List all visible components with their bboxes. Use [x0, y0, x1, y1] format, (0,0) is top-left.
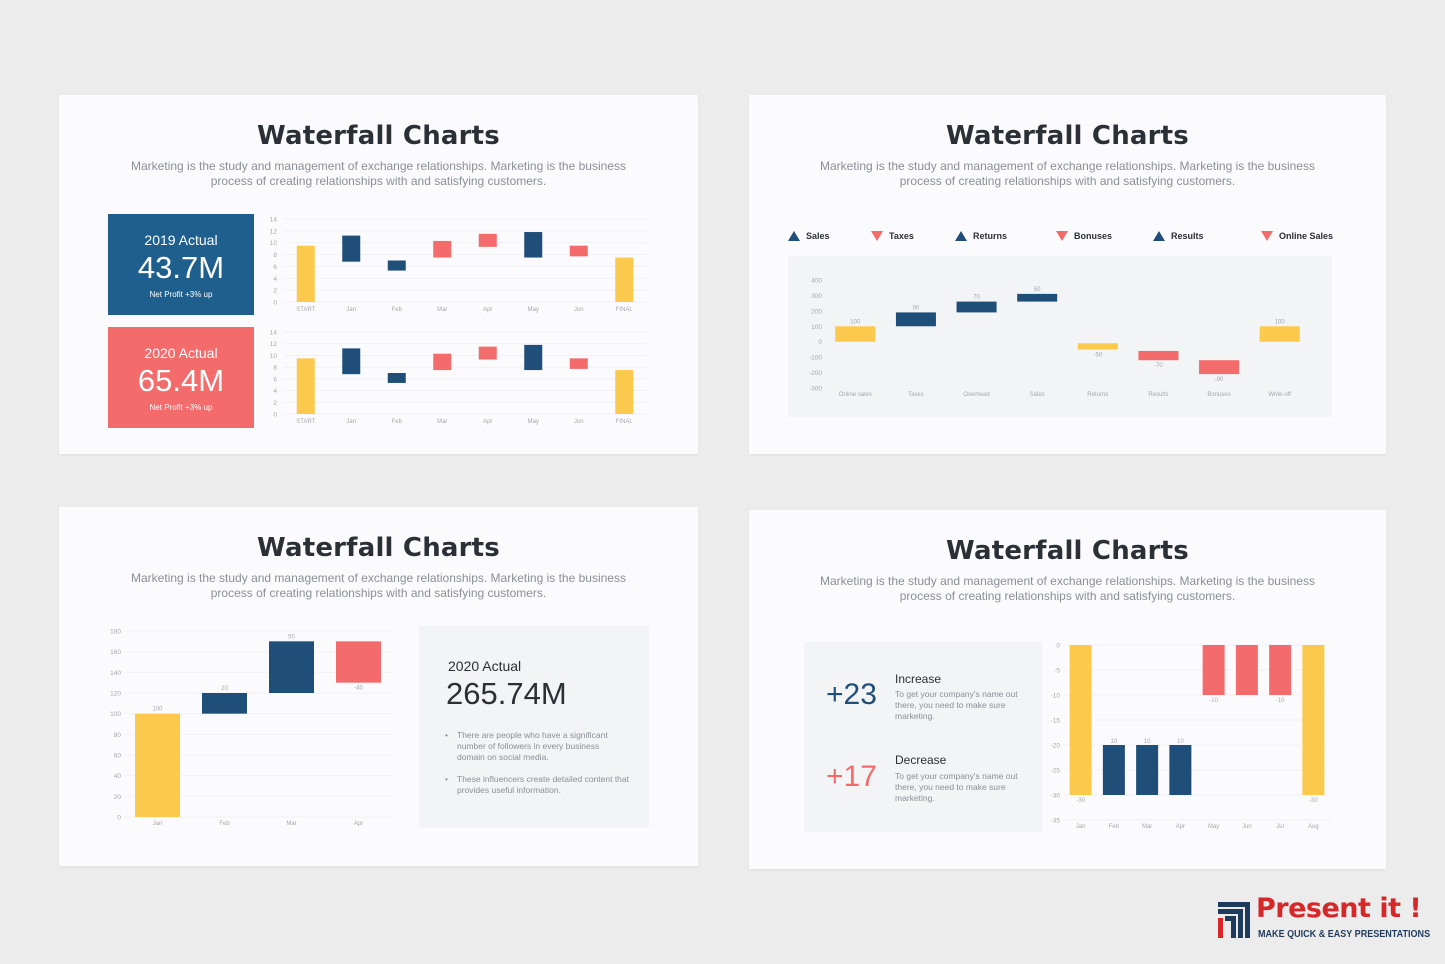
slide-subtitle: Marketing is the study and management of…: [129, 571, 628, 600]
triangle-down-icon: [871, 231, 883, 241]
kpi-value: 43.7M: [137, 250, 225, 285]
bullet-item: These influencers create detailed conten…: [445, 774, 629, 796]
kpi-subtext: Net Profit +3% up: [149, 290, 213, 299]
slide-subtitle: Marketing is the study and management of…: [819, 574, 1316, 603]
subtitle-line: process of creating relationships with a…: [210, 173, 547, 188]
slide-title: Waterfall Charts: [946, 536, 1189, 566]
legend-label: Bonuses: [1074, 231, 1113, 241]
decrease-title: Decrease: [895, 753, 947, 767]
legend-label: Online Sales: [1279, 231, 1334, 241]
legend-label: Taxes: [889, 231, 914, 241]
triangle-up-icon: [955, 231, 967, 241]
summary-panel: 2020 Actual 265.74M There are people who…: [419, 626, 649, 828]
subtitle-line: process of creating relationships with a…: [210, 585, 547, 600]
triangle-up-icon: [1153, 231, 1165, 241]
subtitle-line: process of creating relationships with a…: [899, 173, 1236, 188]
legend-item-bonuses: Bonuses: [1056, 231, 1112, 241]
legend-label: Sales: [806, 231, 830, 241]
legend-item-returns: Returns: [955, 231, 1007, 241]
increase-description: To get your company's name out there, yo…: [895, 689, 1018, 721]
slide-card-3: Waterfall Charts Marketing is the study …: [59, 507, 698, 866]
kpi-label: 2020 Actual: [144, 345, 218, 361]
kpi-subtext: Net Profit +3% up: [149, 403, 213, 412]
bullet-item: There are people who have a significant …: [445, 730, 627, 763]
triangle-down-icon: [1056, 231, 1068, 241]
kpi-card-2020: 2020 Actual 65.4M Net Profit +3% up: [108, 327, 254, 428]
panel-value: 265.74M: [446, 676, 567, 711]
panel-label: 2020 Actual: [448, 658, 522, 674]
brand-logo: Present it ! MAKE QUICK & EASY PRESENTAT…: [1216, 893, 1430, 944]
slide-subtitle: Marketing is the study and management of…: [129, 159, 628, 188]
slide-card-2: Waterfall Charts Marketing is the study …: [749, 95, 1386, 454]
bar-chart-logo-icon: [1218, 902, 1250, 938]
kpi-label: 2019 Actual: [144, 232, 218, 248]
legend-label: Returns: [973, 231, 1008, 241]
subtitle-line: Marketing is the study and management of…: [131, 571, 626, 585]
slide-title: Waterfall Charts: [257, 121, 500, 151]
legend-item-sales: Sales: [788, 231, 830, 241]
brand-name: Present it !: [1256, 893, 1422, 924]
slide-title: Waterfall Charts: [257, 533, 500, 563]
legend-item-results: Results: [1153, 231, 1204, 241]
subtitle-line: Marketing is the study and management of…: [131, 159, 626, 173]
slide-subtitle: Marketing is the study and management of…: [819, 159, 1316, 188]
subtitle-line: Marketing is the study and management of…: [820, 574, 1315, 588]
legend-item-online-sales: Online Sales: [1261, 231, 1333, 241]
chart-panel: [788, 256, 1332, 417]
slide-card-4: Waterfall Charts Marketing is the study …: [749, 510, 1386, 869]
legend-item-taxes: Taxes: [871, 231, 914, 241]
increase-title: Increase: [895, 672, 942, 686]
brand-tagline: MAKE QUICK & EASY PRESENTATIONS: [1258, 928, 1431, 940]
increase-value: +23: [826, 678, 877, 711]
decrease-description: To get your company's name out there, yo…: [895, 771, 1018, 803]
stats-panel: +23 Increase To get your company's name …: [804, 642, 1042, 832]
triangle-up-icon: [788, 231, 800, 241]
kpi-card-2019: 2019 Actual 43.7M Net Profit +3% up: [108, 214, 254, 315]
kpi-value: 65.4M: [137, 363, 225, 398]
subtitle-line: process of creating relationships with a…: [899, 588, 1236, 603]
slide-title: Waterfall Charts: [946, 121, 1189, 151]
slide-card-1: Waterfall Charts Marketing is the study …: [59, 95, 698, 454]
subtitle-line: Marketing is the study and management of…: [820, 159, 1315, 173]
decrease-value: +17: [826, 760, 877, 793]
legend-label: Results: [1171, 231, 1204, 241]
triangle-down-icon: [1261, 231, 1273, 241]
